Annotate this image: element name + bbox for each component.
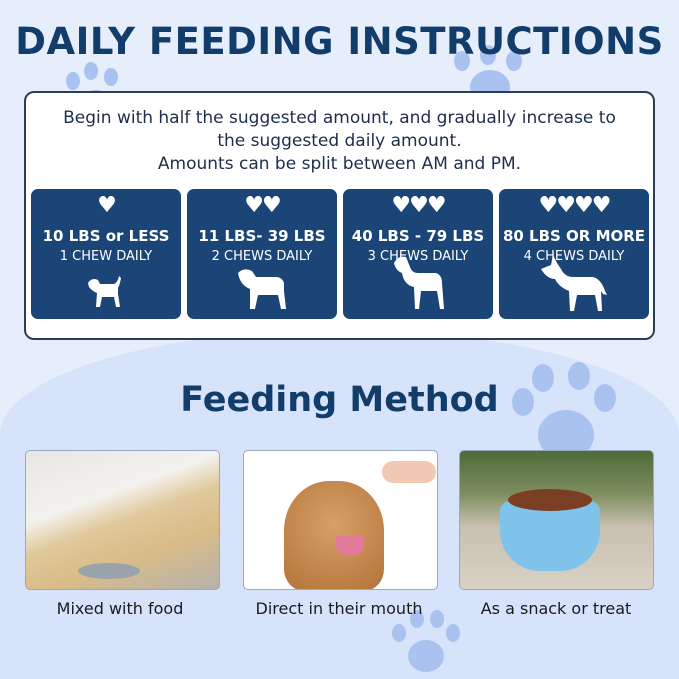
intro-line: the suggested daily amount. [217,131,462,151]
weight-range: 80 LBS OR MORE [502,227,646,245]
chew-count: 2 CHEWS DAILY [211,249,313,264]
instructions-panel: Begin with half the suggested amount, an… [24,91,655,340]
caption-mixed-with-food: Mixed with food [56,599,184,618]
intro-line: Amounts can be split between AM and PM. [157,154,522,174]
dosage-card: ♥♥ 11 LBS- 39 LBS 2 CHEWS DAILY [187,189,337,319]
treats [508,489,592,511]
dosage-card: ♥♥♥ 40 LBS - 79 LBS 3 CHEWS DAILY [343,189,493,319]
blue-bowl [500,501,600,571]
large-dog-icon [394,256,444,309]
small-dog-icon [88,276,121,307]
caption-snack-or-treat: As a snack or treat [480,599,632,618]
hand-image [382,461,436,483]
chew-count: 1 CHEW DAILY [59,249,153,264]
weight-range: 40 LBS - 79 LBS [351,227,485,245]
paw-print-icon [390,610,460,675]
weight-range: 10 LBS or LESS [42,227,170,245]
dog-tongue [336,536,364,556]
heart-icon: ♥♥♥ [391,193,446,218]
intro-text: Begin with half the suggested amount, an… [26,107,653,176]
dosage-card: ♥ 10 LBS or LESS 1 CHEW DAILY [31,189,181,319]
food-bowl [78,563,140,579]
chew-count: 4 CHEWS DAILY [523,249,625,264]
chew-count: 3 CHEWS DAILY [367,249,469,264]
weight-range: 11 LBS- 39 LBS [198,227,326,245]
caption-direct-in-mouth: Direct in their mouth [255,599,423,618]
page-title: DAILY FEEDING INSTRUCTIONS [15,20,664,63]
heart-icon: ♥♥♥♥ [538,193,612,218]
heart-icon: ♥ [97,193,117,218]
medium-dog-icon [238,269,286,309]
heart-icon: ♥♥ [244,193,281,218]
intro-line: Begin with half the suggested amount, an… [63,108,616,128]
dog-image [284,481,384,589]
feeding-method-title: Feeding Method [180,380,499,420]
photo-dog-eating-from-bowl [25,450,220,590]
photo-treat-bowl [459,450,654,590]
dosage-card: ♥♥♥♥ 80 LBS OR MORE 4 CHEWS DAILY [499,189,649,319]
dosage-cards: ♥ 10 LBS or LESS 1 CHEW DAILY ♥♥ 11 LBS-… [31,189,649,319]
photo-dog-fed-by-hand [243,450,438,590]
giant-dog-icon [541,255,607,311]
